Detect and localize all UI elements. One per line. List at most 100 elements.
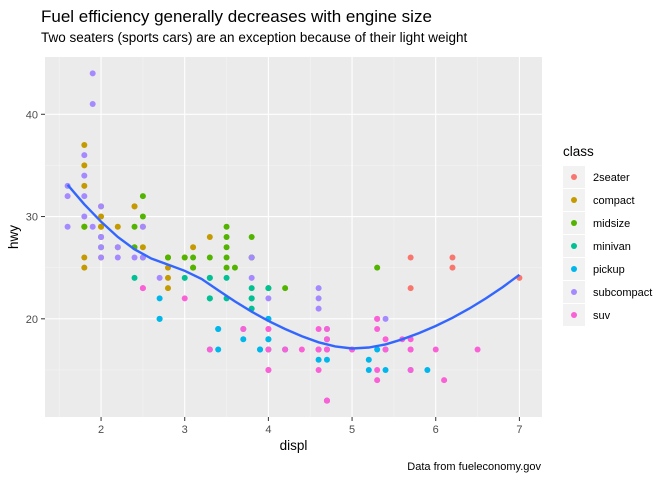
y-axis: 20 30 40	[26, 109, 45, 326]
chart-title: Fuel efficiency generally decreases with…	[41, 7, 432, 26]
trend-line	[66, 184, 521, 350]
data-point-subcompact	[89, 101, 96, 108]
data-point-subcompact	[114, 244, 121, 251]
data-point-subcompact	[139, 223, 146, 230]
x-tick-label: 5	[349, 424, 355, 436]
data-point-subcompact	[89, 70, 96, 77]
data-point-minivan	[206, 295, 213, 302]
data-point-compact	[81, 141, 88, 148]
data-point-subcompact	[81, 213, 88, 220]
data-point-compact	[98, 223, 105, 230]
data-point-suv	[407, 346, 414, 353]
data-point-subcompact	[64, 223, 71, 230]
data-point-midsize	[248, 234, 255, 240]
data-point-compact	[164, 274, 171, 281]
legend-key-pickup	[571, 266, 577, 272]
data-point-suv	[206, 346, 213, 353]
data-point-subcompact	[315, 285, 322, 292]
data-point-minivan	[265, 285, 272, 292]
data-point-suv	[265, 346, 272, 353]
data-point-midsize	[223, 264, 230, 271]
scatter-points	[64, 70, 523, 404]
data-point-midsize	[164, 254, 171, 261]
legend-key-compact	[571, 197, 577, 203]
data-point-subcompact	[81, 152, 88, 159]
data-point-compact	[98, 213, 105, 220]
data-point-suv	[382, 336, 389, 343]
data-point-pickup	[215, 326, 222, 333]
data-point-suv	[374, 326, 381, 333]
x-tick-label: 4	[265, 424, 271, 436]
legend-key-suv	[571, 312, 577, 318]
data-point-minivan	[131, 274, 138, 281]
data-point-midsize	[139, 213, 146, 220]
data-point-suv	[315, 346, 322, 353]
data-point-pickup	[215, 346, 222, 353]
legend-key-minivan	[571, 243, 577, 249]
data-point-suv	[265, 326, 272, 333]
data-point-suv	[474, 346, 481, 353]
x-tick-label: 7	[516, 424, 522, 436]
data-point-2seater	[407, 254, 414, 261]
data-point-subcompact	[98, 203, 105, 210]
data-point-suv	[441, 377, 448, 384]
data-point-suv	[139, 285, 146, 292]
data-point-midsize	[223, 244, 230, 251]
data-point-subcompact	[114, 254, 121, 261]
x-tick-label: 2	[98, 424, 104, 436]
data-point-compact	[81, 264, 88, 271]
data-point-compact	[139, 244, 146, 251]
data-point-midsize	[206, 254, 213, 261]
data-point-midsize	[223, 223, 230, 230]
data-point-subcompact	[89, 223, 96, 230]
data-point-pickup	[323, 356, 330, 363]
legend-title: class	[563, 144, 594, 159]
data-point-compact	[81, 254, 88, 261]
legend-label: suv	[593, 310, 611, 322]
data-point-compact	[81, 182, 88, 189]
data-point-pickup	[315, 356, 322, 363]
x-axis-title: displ	[280, 438, 308, 453]
data-point-subcompact	[248, 254, 255, 261]
legend-key-midsize	[571, 220, 577, 226]
x-axis: 2 3 4 5 6 7	[98, 417, 522, 436]
y-axis-title: hwy	[6, 225, 21, 249]
data-point-compact	[190, 244, 197, 251]
legend-label: 2seater	[593, 172, 630, 184]
chart-caption: Data from fueleconomy.gov	[407, 461, 541, 473]
data-point-suv	[323, 346, 330, 353]
data-point-2seater	[449, 264, 456, 271]
data-point-midsize	[282, 285, 289, 292]
legend-key-2seater	[571, 174, 577, 180]
data-point-midsize	[139, 193, 146, 200]
data-point-suv	[374, 377, 381, 384]
data-point-pickup	[156, 295, 163, 302]
chart-subtitle: Two seaters (sports cars) are an excepti…	[41, 30, 467, 45]
data-point-suv	[265, 366, 272, 373]
data-point-pickup	[265, 336, 272, 343]
data-point-midsize	[231, 264, 238, 271]
data-point-compact	[81, 162, 88, 169]
data-point-suv	[323, 336, 330, 343]
data-point-subcompact	[248, 274, 255, 281]
data-point-subcompact	[131, 254, 138, 261]
legend-label: subcompact	[593, 287, 652, 299]
data-point-suv	[374, 315, 381, 322]
data-point-minivan	[248, 285, 255, 292]
data-point-pickup	[240, 336, 247, 343]
data-point-midsize	[223, 234, 230, 240]
x-tick-label: 3	[182, 424, 188, 436]
data-point-pickup	[424, 366, 431, 373]
data-point-suv	[323, 326, 330, 333]
data-point-compact	[164, 285, 171, 292]
data-point-subcompact	[98, 244, 105, 251]
data-point-2seater	[407, 285, 414, 292]
data-point-subcompact	[315, 305, 322, 312]
legend-label: midsize	[593, 218, 630, 230]
y-tick-label: 40	[26, 109, 38, 121]
data-point-suv	[323, 397, 330, 404]
data-point-suv	[432, 346, 439, 353]
data-point-suv	[315, 366, 322, 373]
data-point-subcompact	[64, 193, 71, 200]
